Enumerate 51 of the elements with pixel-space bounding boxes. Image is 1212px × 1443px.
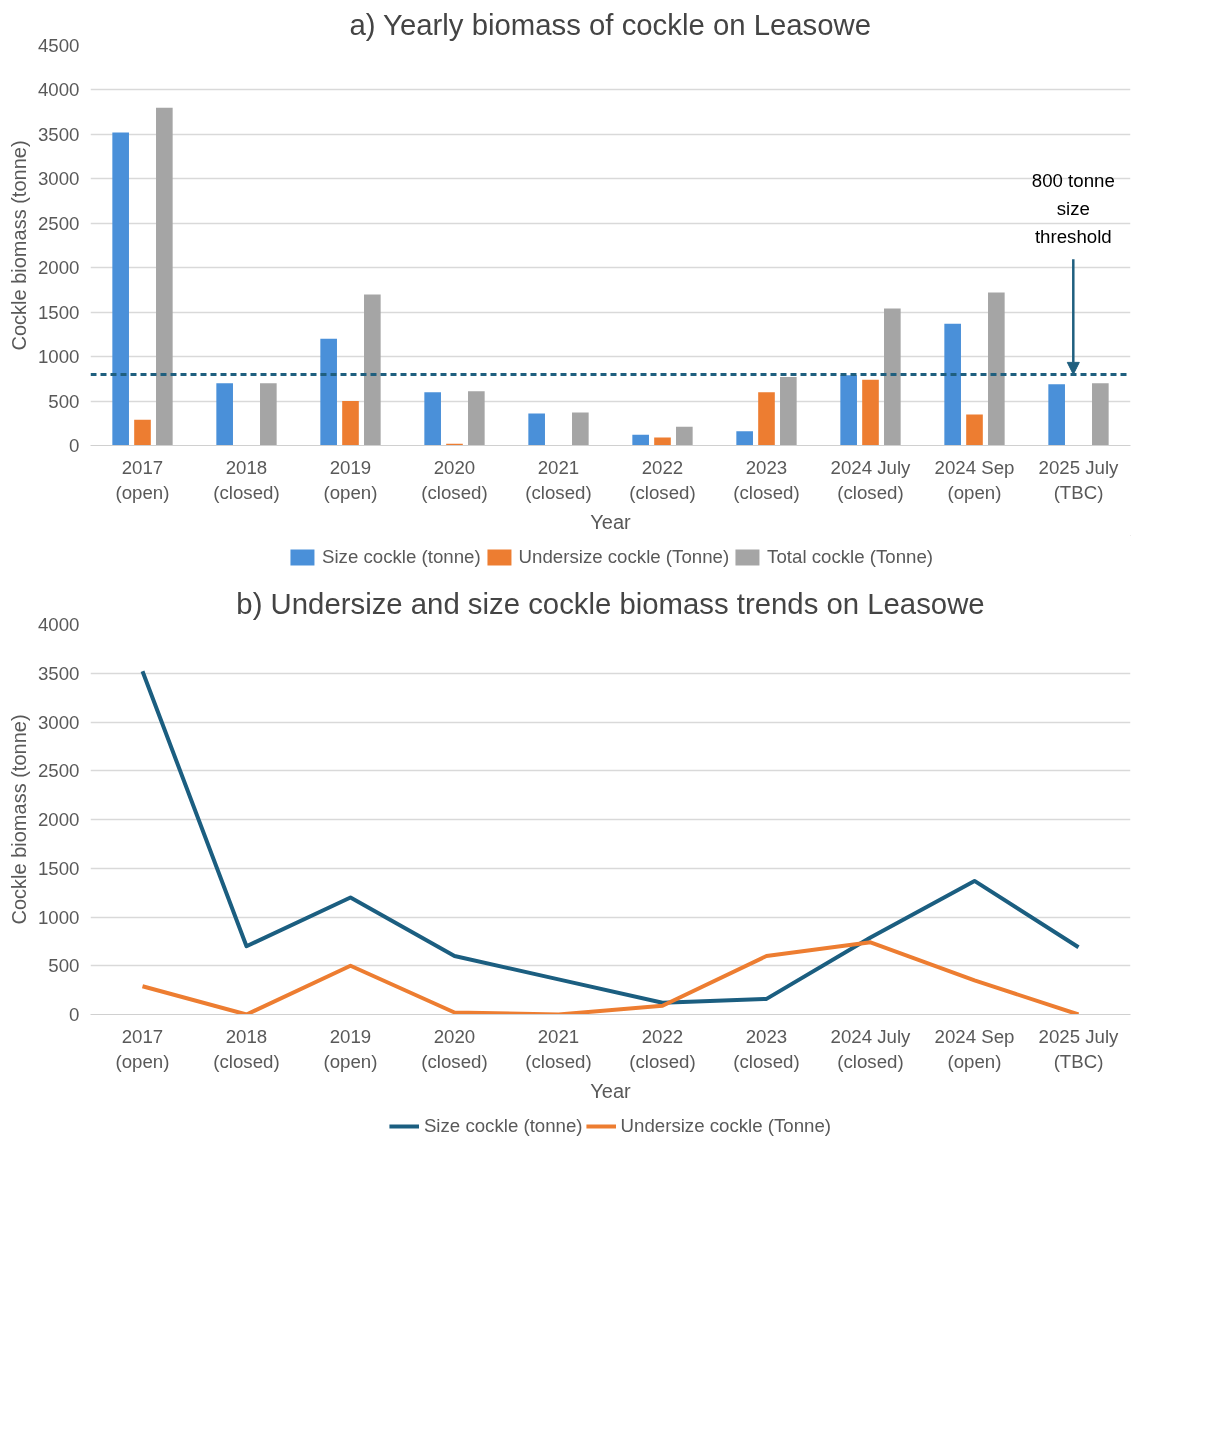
y-tick-label: 3000 xyxy=(38,711,80,733)
legend-label: Undersize cockle (Tonne) xyxy=(518,546,730,568)
y-tick-label: 4000 xyxy=(38,79,80,101)
legend-label: Size cockle (tonne) xyxy=(321,546,481,568)
x-tick-label: 2018 (closed) xyxy=(213,1025,280,1072)
y-tick-label: 3500 xyxy=(38,662,80,684)
x-tick-label: 2022 (closed) xyxy=(629,1025,696,1072)
y-tick-label: 3500 xyxy=(38,123,80,145)
y-tick-label: 1500 xyxy=(38,301,80,323)
y-tick-label: 2000 xyxy=(38,257,80,279)
x-tick-label: 2019 (open) xyxy=(323,1025,378,1072)
x-tick-label: 2021 (closed) xyxy=(525,1025,592,1072)
legend-label: Undersize cockle (Tonne) xyxy=(620,1115,832,1137)
x-axis-title: Year xyxy=(590,1079,632,1102)
x-tick-label: 2023 (closed) xyxy=(733,1025,800,1072)
y-axis-title: Cockle biomass (tonne) xyxy=(8,140,30,351)
x-tick-label: 2021 (closed) xyxy=(525,456,592,503)
x-tick-label: 2025 July (TBC) xyxy=(1038,456,1120,503)
x-tick-label: 2024 July (closed) xyxy=(830,1025,912,1072)
x-tick-label: 2024 Sep (open) xyxy=(934,456,1015,503)
chart-title: b) Undersize and size cockle biomass trends on Leasowe xyxy=(236,586,985,620)
y-tick-label: 1000 xyxy=(38,906,80,928)
y-tick-label: 500 xyxy=(48,390,80,412)
x-tick-label: 2018 (closed) xyxy=(213,456,280,503)
chart-title: a) Yearly biomass of cockle on Leasowe xyxy=(349,7,872,41)
ref-line-label: 800 tonne size threshold xyxy=(1031,170,1115,248)
y-tick-label: 4000 xyxy=(38,614,80,635)
x-axis-title: Year xyxy=(590,510,632,533)
y-tick-label: 2500 xyxy=(38,212,80,234)
y-tick-label: 500 xyxy=(48,955,80,977)
x-tick-label: 2025 July (TBC) xyxy=(1038,1025,1120,1072)
x-tick-label: 2024 Sep (open) xyxy=(934,1025,1015,1072)
y-axis-title: Cockle biomass (tonne) xyxy=(8,714,30,925)
x-tick-label: 2023 (closed) xyxy=(733,456,800,503)
y-tick-label: 0 xyxy=(69,1004,80,1025)
y-tick-label: 4500 xyxy=(38,35,80,56)
x-tick-label: 2017 (open) xyxy=(115,1025,170,1072)
x-tick-label: 2019 (open) xyxy=(323,456,378,503)
x-tick-label: 2020 (closed) xyxy=(421,1025,488,1072)
y-tick-label: 2000 xyxy=(38,809,80,830)
y-tick-label: 2500 xyxy=(38,760,80,782)
x-tick-label: 2020 (closed) xyxy=(421,456,488,503)
x-tick-label: 2024 July (closed) xyxy=(830,456,912,503)
x-tick-label: 2022 (closed) xyxy=(629,456,696,503)
y-tick-label: 0 xyxy=(69,435,80,456)
legend-label: Total cockle (Tonne) xyxy=(767,546,934,568)
x-tick-label: 2017 (open) xyxy=(115,456,170,503)
legend-label: Size cockle (tonne) xyxy=(423,1115,583,1137)
y-tick-label: 1000 xyxy=(38,346,80,368)
y-tick-label: 1500 xyxy=(38,857,80,879)
y-tick-label: 3000 xyxy=(38,168,80,190)
